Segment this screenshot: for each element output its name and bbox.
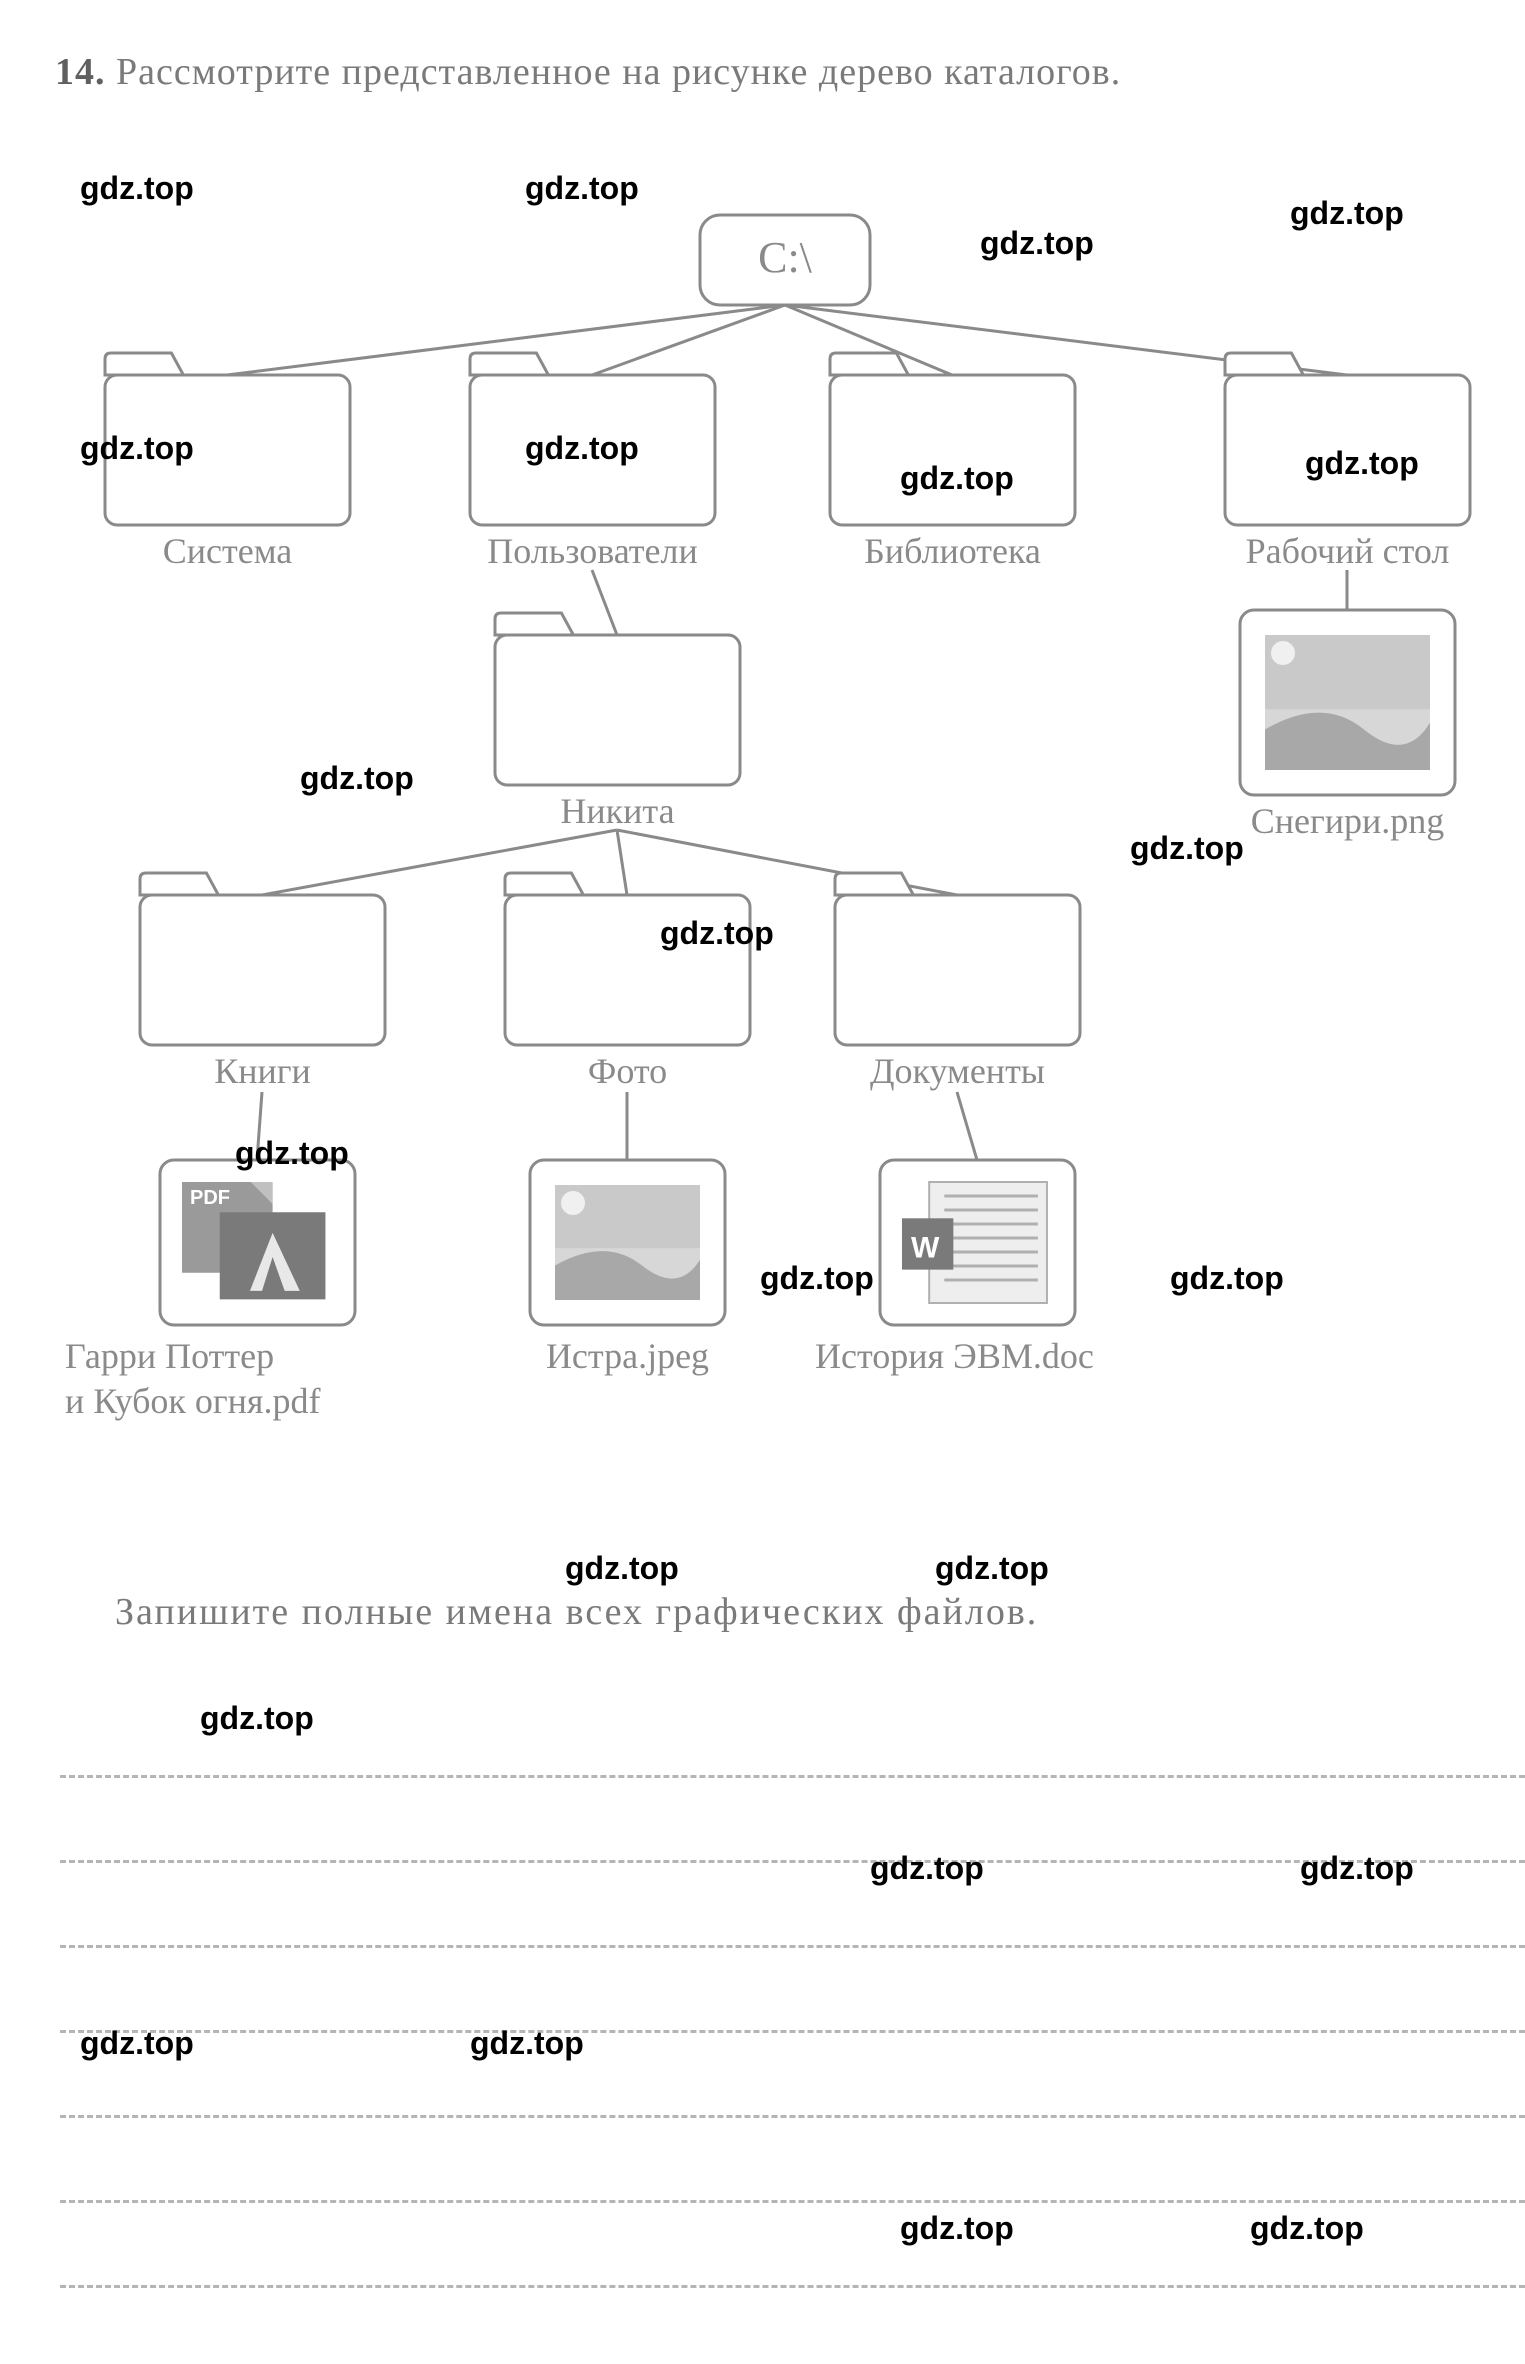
watermark: gdz.top	[525, 170, 639, 207]
watermark: gdz.top	[660, 915, 774, 952]
folder-label-rabstol: Рабочий стол	[1170, 530, 1525, 572]
page: 14. Рассмотрите представленное на рисунк…	[0, 0, 1525, 2364]
answer-line	[60, 2200, 1525, 2203]
watermark: gdz.top	[935, 1550, 1049, 1587]
answer-line	[60, 2115, 1525, 2118]
watermark: gdz.top	[1305, 445, 1419, 482]
watermark: gdz.top	[1130, 830, 1244, 867]
watermark: gdz.top	[200, 1700, 314, 1737]
watermark: gdz.top	[1250, 2210, 1364, 2247]
folder-label-knigi: Книги	[140, 1050, 385, 1092]
watermark: gdz.top	[900, 2210, 1014, 2247]
watermark: gdz.top	[900, 460, 1014, 497]
answer-line	[60, 1945, 1525, 1948]
watermark: gdz.top	[760, 1260, 874, 1297]
root-label: C:\	[700, 232, 870, 283]
folder-label-biblioteka: Библиотека	[815, 530, 1090, 572]
folder-label-foto: Фото	[505, 1050, 750, 1092]
file-label-istra: Истра.jpeg	[465, 1335, 790, 1377]
folder-label-sistema: Система	[105, 530, 350, 572]
answer-line	[60, 2285, 1525, 2288]
watermark: gdz.top	[1170, 1260, 1284, 1297]
watermark: gdz.top	[80, 430, 194, 467]
watermark: gdz.top	[525, 430, 639, 467]
watermark: gdz.top	[235, 1135, 349, 1172]
answer-line	[60, 2030, 1525, 2033]
watermark: gdz.top	[1300, 1850, 1414, 1887]
folder-label-polzovateli: Пользователи	[435, 530, 750, 572]
watermark: gdz.top	[80, 2025, 194, 2062]
watermark: gdz.top	[1290, 195, 1404, 232]
file-label-hp-line2: и Кубок огня.pdf	[65, 1380, 445, 1422]
watermark: gdz.top	[870, 1850, 984, 1887]
sub-task-text: Запишите полные имена всех графических ф…	[115, 1590, 1038, 1634]
watermark: gdz.top	[565, 1550, 679, 1587]
watermark: gdz.top	[980, 225, 1094, 262]
answer-line	[60, 1775, 1525, 1778]
svg-text:W: W	[911, 1232, 940, 1265]
watermark: gdz.top	[300, 760, 414, 797]
file-label-istoriya: История ЭВМ.doc	[815, 1335, 1210, 1377]
file-label-hp-line1: Гарри Поттер	[65, 1335, 410, 1377]
svg-text:PDF: PDF	[190, 1187, 230, 1209]
watermark: gdz.top	[80, 170, 194, 207]
folder-label-nikita: Никита	[495, 790, 740, 832]
folder-label-dokumenty: Документы	[815, 1050, 1100, 1092]
watermark: gdz.top	[470, 2025, 584, 2062]
